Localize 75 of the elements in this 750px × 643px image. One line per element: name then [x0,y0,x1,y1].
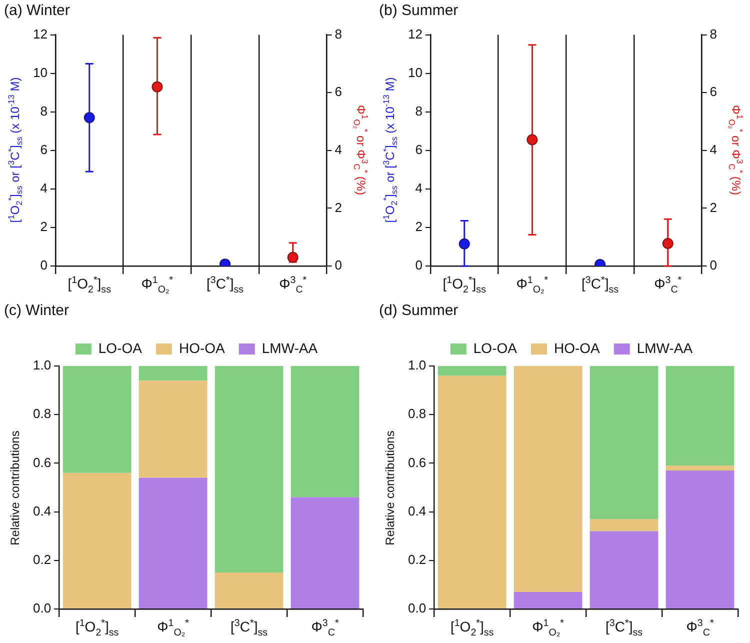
y-tick-label: 0.0 [32,600,52,616]
y-tick-label: 0 [415,258,422,273]
bar [62,472,132,608]
bar [590,531,658,608]
bar [62,366,132,473]
y-tick-label: 0 [40,258,48,273]
y-tick-label: 10 [32,64,48,80]
chart-title: (d) Summer [379,302,458,319]
y-tick-label: 0.0 [408,600,426,616]
legend-label: LO-OA [473,340,518,356]
y-tick-label: 0.8 [32,406,52,422]
x-tick-label: [$^{3}$C$^{*}$]$_{ss}$ [606,618,643,638]
y-tick-label: 1.0 [408,358,426,373]
y2-tick-label: 0 [710,258,718,273]
x-tick-label: [$^{1}$O$_{2}$$^{*}$]$_{ss}$ [450,618,494,638]
y-tick-label: 6 [415,142,422,157]
chart-title: (a) Winter [4,2,70,19]
bar [214,366,284,573]
y-tick-label: 0.6 [408,454,426,470]
x-tick-label: [$^{1}$O$_{2}$$^{*}$]$_{ss}$ [442,275,486,296]
y-tick-label: 4 [415,180,422,196]
bar [590,519,658,532]
bar [290,497,360,608]
y-axis-title: Relative contributions [8,430,22,545]
y2-tick-label: 0 [334,258,342,273]
y2-tick-label: 6 [334,84,342,100]
x-tick-label: [$^{3}$C$^{*}$]$_{ss}$ [230,618,268,638]
y-tick-label: 0.6 [32,454,52,470]
bar [514,366,582,592]
legend-label: HO-OA [554,340,601,356]
y-tick-label: 2 [415,219,422,234]
bar [138,366,208,381]
y-tick-label: 2 [40,219,48,234]
bar [214,572,284,608]
legend-label: HO-OA [178,340,226,356]
bar [590,366,658,520]
y-tick-label: 0.4 [32,503,52,518]
y2-tick-label: 2 [334,200,342,215]
y-tick-label: 8 [415,103,422,118]
bar [438,376,506,608]
y-tick-label: 0.8 [408,406,426,422]
bar [666,466,734,470]
y-tick-label: 8 [40,103,48,118]
legend-label: LMW-AA [262,340,318,356]
x-tick-label: [$^{3}$C$^{*}$]$_{ss}$ [206,275,244,296]
y-tick-label: 10 [408,64,422,80]
chart-title: (c) Winter [4,302,69,319]
y-tick-label: 12 [32,26,48,42]
y-tick-label: 0.2 [32,552,52,567]
bar [138,478,208,608]
bar [290,366,360,498]
y2-tick-label: 2 [710,200,718,215]
y-tick-label: 12 [408,26,422,42]
x-tick-label: [$^{1}$O$_{2}$$^{*}$]$_{ss}$ [68,275,111,296]
bar [138,380,208,478]
y2-tick-label: 8 [710,26,718,42]
y-tick-label: 1.0 [32,358,52,373]
y-tick-label: 0.2 [408,552,426,567]
x-tick-label: [$^{3}$C$^{*}$]$_{ss}$ [582,275,619,296]
y2-tick-label: 4 [334,142,342,157]
bar [438,366,506,376]
y2-tick-label: 8 [334,26,342,42]
y-tick-label: 6 [40,142,48,157]
bar [514,592,582,608]
bar [666,470,734,608]
legend-label: LMW-AA [636,340,694,356]
legend-label: LO-OA [98,340,143,356]
y-tick-label: 0.4 [408,503,426,518]
y2-tick-label: 4 [710,142,718,157]
y-tick-label: 4 [40,180,48,196]
y2-tick-label: 6 [710,84,718,100]
x-tick-label: [$^{1}$O$_{2}$$^{*}$]$_{ss}$ [75,618,119,638]
y-axis-title: Relative contributions [383,430,397,545]
chart-title: (b) Summer [379,2,458,19]
bar [666,366,734,466]
